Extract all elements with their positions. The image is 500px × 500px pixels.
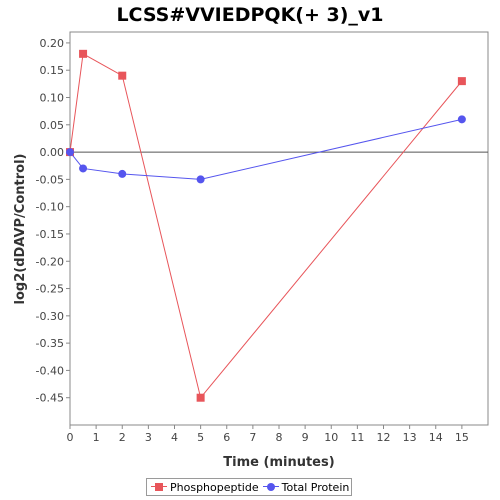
data-point-total-protein [79, 164, 88, 173]
x-tick-label: 1 [93, 431, 100, 444]
legend-square-phosphopeptide [155, 483, 163, 491]
y-tick-label: -0.45 [36, 392, 64, 405]
x-axis-title: Time (minutes) [223, 455, 334, 470]
x-tick-label: 13 [403, 431, 417, 444]
x-tick-label: 2 [119, 431, 126, 444]
x-tick-label: 8 [276, 431, 283, 444]
y-tick-label: -0.20 [36, 255, 64, 268]
square-marker-icon [151, 482, 167, 492]
x-tick-label: 0 [67, 431, 74, 444]
y-tick-label: -0.15 [36, 228, 64, 241]
x-tick-label: 4 [171, 431, 178, 444]
x-tick-label: 6 [223, 431, 230, 444]
x-tick-label: 3 [145, 431, 152, 444]
x-tick-label: 11 [350, 431, 364, 444]
circle-marker-icon [262, 482, 279, 492]
legend-item-phosphopeptide: Phosphopeptide [151, 481, 259, 494]
data-point-phosphopeptide [79, 49, 88, 58]
legend: Phosphopeptide Total Protein [146, 478, 352, 496]
legend-label-total-protein: Total Protein [281, 480, 350, 494]
x-tick-label: 14 [429, 431, 443, 444]
y-tick-label: -0.25 [36, 283, 64, 296]
y-tick-label: -0.40 [36, 364, 64, 377]
legend-circle-total-protein [266, 483, 275, 491]
data-point-phosphopeptide [196, 393, 205, 402]
plot-area [69, 31, 489, 426]
y-tick-label: -0.05 [36, 173, 64, 186]
x-tick-label: 5 [197, 431, 204, 444]
data-point-phosphopeptide [118, 71, 127, 80]
x-tick-label: 10 [324, 431, 338, 444]
y-axis-title: log2(dDAVP/Control) [13, 154, 28, 305]
x-tick-label: 15 [455, 431, 469, 444]
x-tick-label: 9 [302, 431, 309, 444]
y-tick-label: 0.20 [40, 37, 65, 50]
data-point-phosphopeptide [457, 77, 466, 86]
legend-label-phosphopeptide: Phosphopeptide [170, 480, 259, 494]
data-point-total-protein [457, 115, 466, 124]
data-point-total-protein [66, 148, 74, 157]
x-tick-label: 12 [377, 431, 391, 444]
y-tick-label: 0.10 [40, 92, 65, 105]
data-point-total-protein [196, 175, 205, 184]
x-tick-label: 7 [249, 431, 256, 444]
y-tick-label: -0.10 [36, 201, 64, 214]
data-point-total-protein [118, 169, 127, 178]
y-tick-label: -0.30 [36, 310, 64, 323]
y-tick-label: 0.05 [40, 119, 65, 132]
y-tick-label: 0.00 [40, 146, 65, 159]
chart-title: LCSS#VVIEDPQK(+ 3)_v1 [116, 4, 384, 26]
y-tick-label: 0.15 [40, 64, 65, 77]
y-tick-label: -0.35 [36, 337, 64, 350]
legend-item-total-protein: Total Protein [262, 480, 350, 494]
